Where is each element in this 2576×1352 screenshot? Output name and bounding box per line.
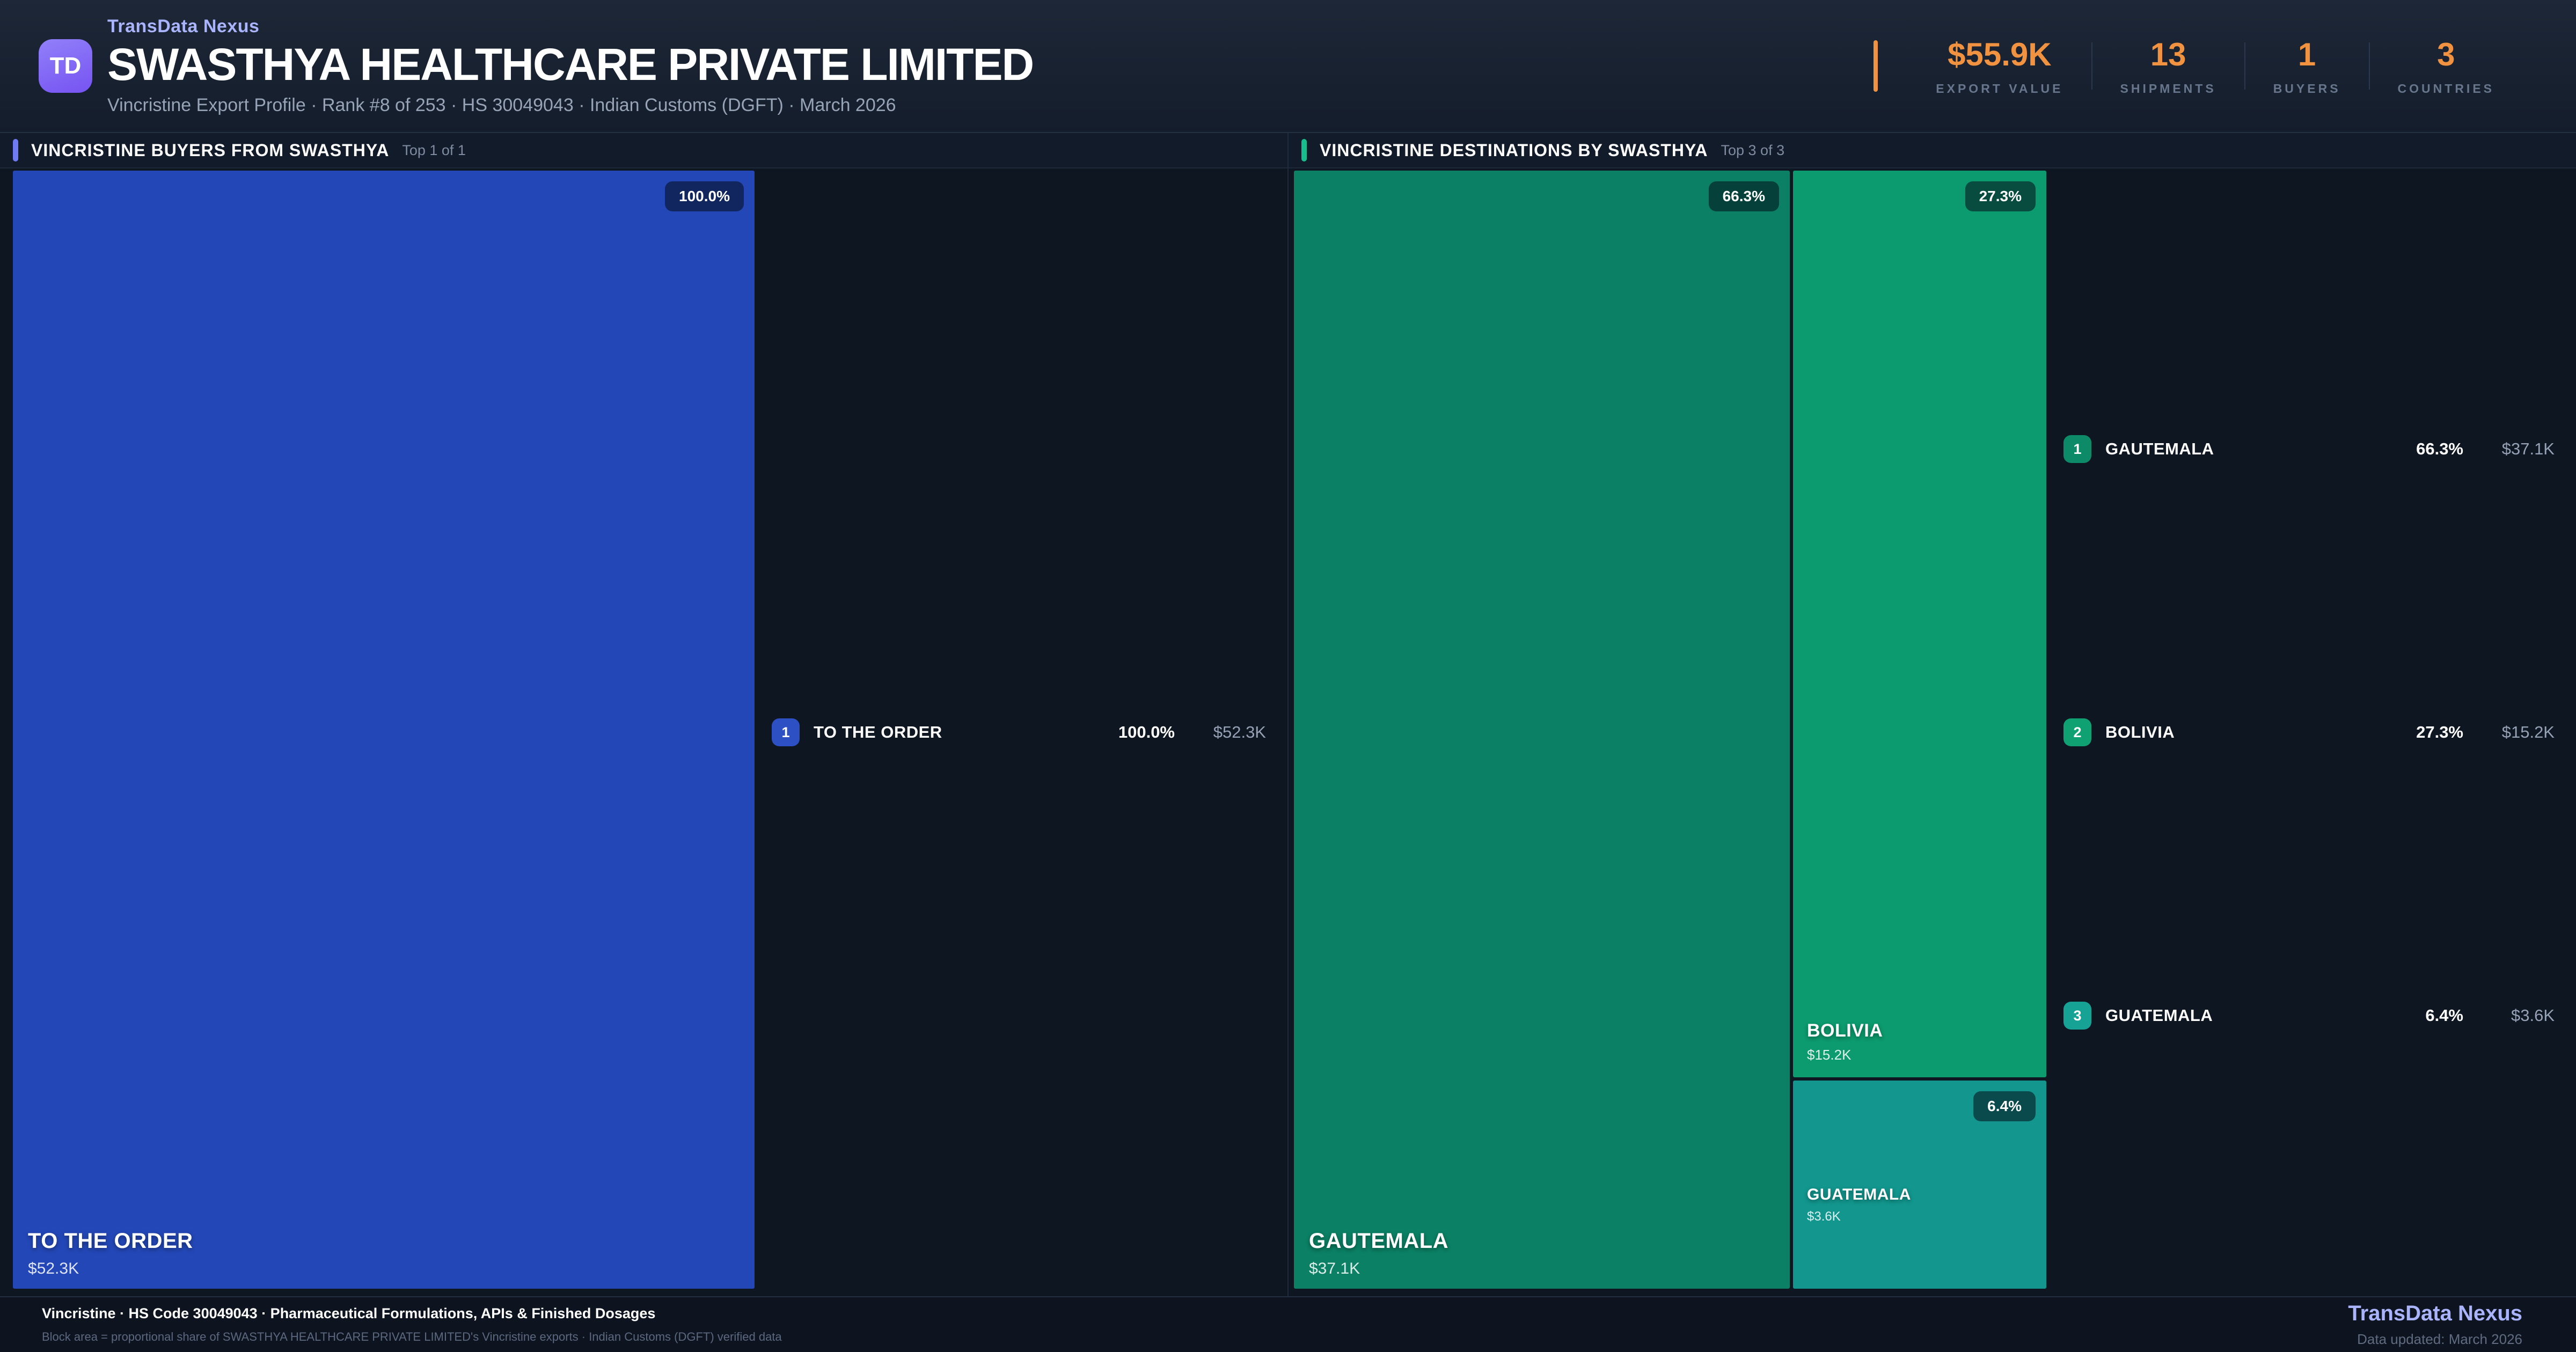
destinations-treemap: 66.3% GAUTEMALA $37.1K 27.3% BOLIVIA $15… <box>1294 171 2046 1289</box>
legend-name: GUATEMALA <box>2105 1006 2213 1025</box>
legend-item-gautemala[interactable]: 1 GAUTEMALA 66.3% $37.1K <box>2063 307 2555 591</box>
block-name: TO THE ORDER <box>28 1229 193 1253</box>
block-label: BOLIVIA $15.2K <box>1807 1020 1883 1063</box>
share-badge: 27.3% <box>1965 181 2036 211</box>
footer: Vincristine · HS Code 30049043 · Pharmac… <box>0 1296 2576 1352</box>
legend-value: $15.2K <box>2501 723 2555 741</box>
share-badge: 100.0% <box>665 181 744 211</box>
legend-share: 66.3% <box>2416 439 2463 458</box>
legend-item-guatemala[interactable]: 3 GUATEMALA 6.4% $3.6K <box>2063 874 2555 1157</box>
stat-export-value: $55.9K EXPORT VALUE <box>1908 36 2091 96</box>
rank-badge: 1 <box>772 718 800 746</box>
buyers-panel-body: 100.0% TO THE ORDER $52.3K 1 TO THE ORDE… <box>0 168 1287 1296</box>
stat-divider <box>2368 42 2370 90</box>
stat-value: 1 <box>2297 36 2316 72</box>
page-subtitle: Vincristine Export Profile · Rank #8 of … <box>107 94 896 115</box>
block-value: $52.3K <box>28 1260 79 1277</box>
panel-accent-bar <box>13 139 18 161</box>
destinations-legend: 1 GAUTEMALA 66.3% $37.1K 2 BOLIVIA 27.3%… <box>2046 168 2576 1296</box>
title-block: TransData Nexus SWASTHYA HEALTHCARE PRIV… <box>107 16 1034 115</box>
block-name: GUATEMALA <box>1807 1186 1911 1203</box>
block-value: $3.6K <box>1807 1209 1841 1224</box>
footer-right: TransData Nexus Data updated: March 2026 <box>2348 1302 2522 1348</box>
stat-label: SHIPMENTS <box>2120 82 2216 95</box>
content-area: VINCRISTINE BUYERS FROM SWASTHYA Top 1 o… <box>0 133 2576 1296</box>
header-stats: $55.9K EXPORT VALUE 13 SHIPMENTS 1 BUYER… <box>1874 36 2522 96</box>
stat-label: EXPORT VALUE <box>1936 82 2063 95</box>
buyers-legend: 1 TO THE ORDER 100.0% $52.3K <box>755 168 1287 1296</box>
legend-share: 6.4% <box>2425 1006 2463 1025</box>
footer-left: Vincristine · HS Code 30049043 · Pharmac… <box>42 1305 782 1344</box>
buyers-panel: VINCRISTINE BUYERS FROM SWASTHYA Top 1 o… <box>0 133 1289 1296</box>
footer-product-line: Vincristine · HS Code 30049043 · Pharmac… <box>42 1305 656 1321</box>
stat-countries: 3 COUNTRIES <box>2370 36 2522 96</box>
panel-title: VINCRISTINE BUYERS FROM SWASTHYA <box>31 140 390 160</box>
legend-value: $3.6K <box>2511 1006 2555 1025</box>
stat-label: BUYERS <box>2273 82 2341 95</box>
buyers-panel-header: VINCRISTINE BUYERS FROM SWASTHYA Top 1 o… <box>0 133 1287 168</box>
destinations-panel-body: 66.3% GAUTEMALA $37.1K 27.3% BOLIVIA $15… <box>1289 168 2576 1296</box>
block-label: TO THE ORDER $52.3K <box>28 1229 193 1278</box>
brand-name: TransData Nexus <box>107 16 260 37</box>
rank-badge: 3 <box>2063 1002 2091 1030</box>
logo-monogram: TD <box>49 52 82 79</box>
footer-updated: Data updated: March 2026 <box>2357 1331 2522 1347</box>
panel-title: VINCRISTINE DESTINATIONS BY SWASTHYA <box>1320 140 1708 160</box>
panel-accent-bar <box>1301 139 1307 161</box>
legend-item-to-the-order[interactable]: 1 TO THE ORDER 100.0% $52.3K <box>772 591 1266 874</box>
share-badge: 6.4% <box>1973 1091 2036 1121</box>
treemap-block-bolivia[interactable]: 27.3% BOLIVIA $15.2K <box>1793 171 2046 1077</box>
legend-value: $37.1K <box>2501 439 2555 458</box>
legend-item-bolivia[interactable]: 2 BOLIVIA 27.3% $15.2K <box>2063 591 2555 874</box>
footer-methodology-note: Block area = proportional share of SWAST… <box>42 1330 782 1343</box>
block-value: $15.2K <box>1807 1047 1851 1063</box>
stat-value: 13 <box>2150 36 2186 72</box>
treemap-block-guatemala[interactable]: 6.4% GUATEMALA $3.6K <box>1793 1081 2046 1289</box>
stat-buyers: 1 BUYERS <box>2245 36 2369 96</box>
block-name: BOLIVIA <box>1807 1020 1883 1041</box>
brand-block: TD TransData Nexus SWASTHYA HEALTHCARE P… <box>39 16 1034 115</box>
header: TD TransData Nexus SWASTHYA HEALTHCARE P… <box>0 0 2576 133</box>
legend-value: $52.3K <box>1213 723 1266 741</box>
footer-brand: TransData Nexus <box>2348 1302 2522 1325</box>
block-label: GAUTEMALA $37.1K <box>1309 1229 1448 1278</box>
stat-value: 3 <box>2437 36 2455 72</box>
panel-top-count: Top 3 of 3 <box>1721 142 1785 158</box>
destinations-panel: VINCRISTINE DESTINATIONS BY SWASTHYA Top… <box>1289 133 2576 1296</box>
block-name: GAUTEMALA <box>1309 1229 1449 1253</box>
legend-name: BOLIVIA <box>2105 723 2175 741</box>
stat-divider <box>2244 42 2245 90</box>
buyers-treemap: 100.0% TO THE ORDER $52.3K <box>13 171 755 1289</box>
stat-shipments: 13 SHIPMENTS <box>2092 36 2244 96</box>
stat-label: COUNTRIES <box>2397 82 2494 95</box>
block-label: GUATEMALA $3.6K <box>1807 1186 1911 1224</box>
rank-badge: 1 <box>2063 435 2091 463</box>
share-badge: 66.3% <box>1708 181 1779 211</box>
rank-badge: 2 <box>2063 718 2091 746</box>
stat-divider <box>2091 42 2092 90</box>
panel-top-count: Top 1 of 1 <box>402 142 466 158</box>
legend-share: 27.3% <box>2416 723 2463 741</box>
page-title: SWASTHYA HEALTHCARE PRIVATE LIMITED <box>107 39 1034 90</box>
stats-accent-bar <box>1874 40 1878 92</box>
block-value: $37.1K <box>1309 1260 1360 1277</box>
destinations-panel-header: VINCRISTINE DESTINATIONS BY SWASTHYA Top… <box>1289 133 2576 168</box>
legend-name: TO THE ORDER <box>814 723 942 741</box>
legend-share: 100.0% <box>1118 723 1175 741</box>
legend-name: GAUTEMALA <box>2105 439 2214 458</box>
stat-value: $55.9K <box>1948 36 2052 72</box>
transdata-logo: TD <box>39 39 92 93</box>
treemap-block-to-the-order[interactable]: 100.0% TO THE ORDER $52.3K <box>13 171 755 1289</box>
treemap-block-gautemala[interactable]: 66.3% GAUTEMALA $37.1K <box>1294 171 1790 1289</box>
